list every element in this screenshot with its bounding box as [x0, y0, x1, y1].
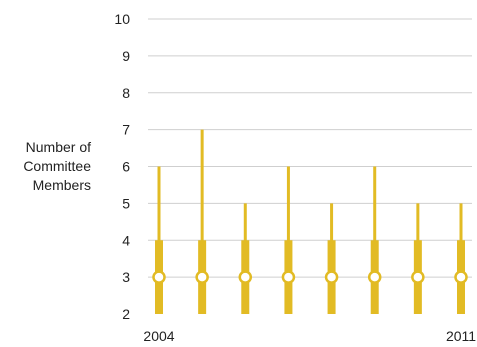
range-bar-2009	[367, 166, 382, 314]
range-bar-2004	[152, 166, 166, 314]
x-tick-label: 2011	[446, 328, 476, 344]
median-dot	[238, 270, 253, 284]
x-tick-label: 2004	[143, 328, 174, 344]
median-dot	[152, 270, 166, 284]
y-tick-label: 3	[122, 269, 130, 285]
range-bar-2008	[324, 203, 339, 314]
y-tick-label: 9	[122, 48, 130, 64]
median-dot	[454, 270, 468, 284]
median-dot	[195, 270, 209, 284]
range-bar-2007	[281, 166, 296, 314]
y-tick-label: 2	[122, 306, 130, 322]
median-dot	[411, 270, 425, 284]
x-tick-labels: 2004 2011	[143, 328, 476, 344]
y-tick-label: 8	[122, 85, 130, 101]
whisker	[200, 129, 204, 314]
y-tick-label: 7	[122, 122, 130, 138]
y-tick-label: 4	[122, 232, 130, 248]
range-bar-2010	[411, 203, 425, 314]
y-axis-label-line-3: Members	[32, 177, 91, 193]
range-bar-2005	[195, 129, 209, 314]
range-bar-2006	[238, 203, 253, 314]
y-axis-label-line-2: Committee	[23, 158, 91, 174]
gridlines	[148, 18, 472, 278]
y-tick-label: 6	[122, 159, 130, 175]
range-bars	[152, 129, 468, 314]
y-axis-label-line-1: Number of	[25, 139, 91, 155]
median-dot	[367, 270, 382, 284]
median-dot	[281, 270, 296, 284]
y-tick-label: 10	[114, 11, 130, 27]
y-tick-labels: 2 3 4 5 6 7 8 9 10	[114, 11, 130, 322]
median-dot	[324, 270, 339, 284]
y-axis-label: Number of Committee Members	[0, 138, 91, 195]
range-bar-2011	[454, 203, 468, 314]
y-tick-label: 5	[122, 195, 130, 211]
